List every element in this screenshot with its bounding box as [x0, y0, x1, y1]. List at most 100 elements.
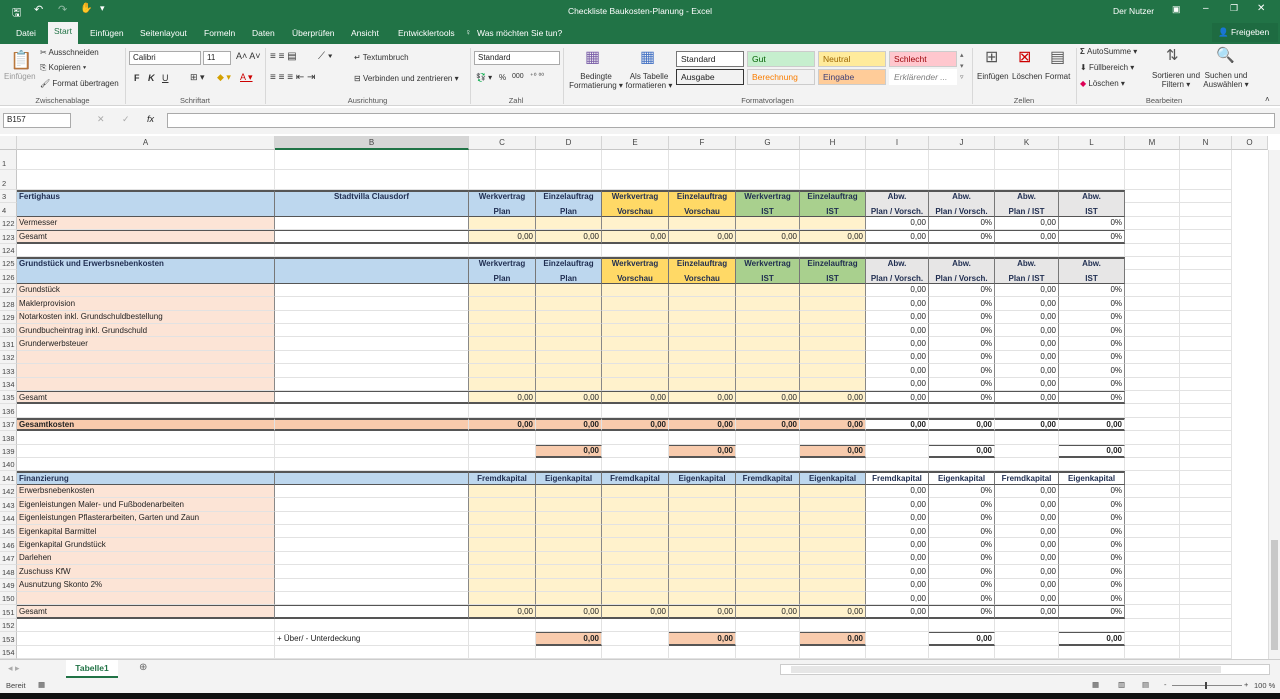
cell-c146[interactable] — [469, 538, 536, 552]
cell-j4[interactable]: Plan / Vorsch. — [929, 203, 995, 217]
cell-j140[interactable] — [929, 458, 995, 472]
cell-f131[interactable] — [669, 337, 736, 351]
underline-button[interactable]: U — [162, 73, 169, 83]
cell-i123[interactable]: 0,00 — [866, 230, 929, 244]
cell-h128[interactable] — [800, 297, 866, 311]
cell-f135[interactable]: 0,00 — [669, 391, 736, 405]
macro-record-icon[interactable]: ▦ — [38, 680, 46, 689]
cell-a148[interactable]: Zuschuss KfW — [17, 565, 275, 579]
cell-i144[interactable]: 0,00 — [866, 511, 929, 525]
cell-m139[interactable] — [1125, 444, 1180, 458]
cell-l130[interactable]: 0% — [1059, 324, 1125, 338]
row-header-126[interactable]: 126 — [0, 270, 17, 284]
cell-m122[interactable] — [1125, 216, 1180, 231]
row-header-137[interactable]: 137 — [0, 417, 17, 432]
currency-icon[interactable]: 💱 ▾ — [476, 73, 493, 82]
minimize-icon[interactable]: – — [1203, 3, 1209, 14]
cell-c127[interactable] — [469, 283, 536, 298]
cell-m149[interactable] — [1125, 578, 1180, 592]
cell-c142[interactable] — [469, 484, 536, 499]
scroll-tabs-icon[interactable]: ◂ ▸ — [8, 663, 20, 673]
cell-g128[interactable] — [736, 297, 800, 311]
insert-cells-button[interactable]: Einfügen — [977, 72, 1009, 81]
cell-m154[interactable] — [1125, 645, 1180, 659]
cell-n136[interactable] — [1180, 404, 1232, 418]
cell-j146[interactable]: 0% — [929, 538, 995, 552]
cell-j135[interactable]: 0% — [929, 391, 995, 405]
number-format-select[interactable]: Standard — [474, 51, 560, 65]
cell-g3[interactable]: Werkvertrag — [736, 190, 800, 204]
tab-start[interactable]: Start — [48, 22, 78, 44]
cell-d131[interactable] — [536, 337, 602, 351]
cell-d129[interactable] — [536, 310, 602, 324]
cell-a150[interactable] — [17, 592, 275, 606]
cell-l153[interactable]: 0,00 — [1059, 632, 1125, 646]
cell-k127[interactable]: 0,00 — [995, 283, 1059, 298]
cell-k148[interactable]: 0,00 — [995, 565, 1059, 579]
cell-l138[interactable] — [1059, 431, 1125, 445]
cell-d138[interactable] — [536, 431, 602, 445]
row-header-3[interactable]: 3 — [0, 190, 17, 204]
cell-e132[interactable] — [602, 350, 669, 365]
cell-m136[interactable] — [1125, 404, 1180, 418]
cell-f1[interactable] — [669, 150, 736, 170]
cell-i135[interactable]: 0,00 — [866, 391, 929, 405]
cell-m132[interactable] — [1125, 350, 1180, 365]
cell-a124[interactable] — [17, 243, 275, 257]
row-header-152[interactable]: 152 — [0, 618, 17, 633]
cell-e134[interactable] — [602, 377, 669, 391]
cell-i139[interactable] — [866, 444, 929, 458]
cell-i143[interactable]: 0,00 — [866, 498, 929, 512]
clear-button[interactable]: ◆ Löschen ▾ — [1080, 79, 1125, 88]
tab-datei[interactable]: Datei — [16, 28, 36, 38]
cell-l122[interactable]: 0% — [1059, 216, 1125, 231]
cell-f140[interactable] — [669, 458, 736, 472]
cell-k1[interactable] — [995, 150, 1059, 170]
cell-a133[interactable] — [17, 364, 275, 378]
cell-m133[interactable] — [1125, 364, 1180, 378]
cell-e3[interactable]: Werkvertrag — [602, 190, 669, 204]
cell-g141[interactable]: Fremdkapital — [736, 471, 800, 485]
cell-g144[interactable] — [736, 511, 800, 525]
cell-k124[interactable] — [995, 243, 1059, 257]
cell-g150[interactable] — [736, 592, 800, 606]
cell-d150[interactable] — [536, 592, 602, 606]
orientation-icon[interactable]: ⟋ ▾ — [318, 51, 333, 62]
cell-j124[interactable] — [929, 243, 995, 257]
cell-c149[interactable] — [469, 578, 536, 592]
cell-a142[interactable]: Erwerbsnebenkosten — [17, 484, 275, 499]
cell-l143[interactable]: 0% — [1059, 498, 1125, 512]
cell-a130[interactable]: Grundbucheintrag inkl. Grundschuld — [17, 324, 275, 338]
cell-i152[interactable] — [866, 618, 929, 633]
style-berechnung[interactable]: Berechnung — [747, 69, 815, 85]
style-erklaerender[interactable]: Erklärender ... — [889, 69, 957, 85]
cell-j125[interactable]: Abw. — [929, 257, 995, 271]
cell-g138[interactable] — [736, 431, 800, 445]
cell-a140[interactable] — [17, 458, 275, 472]
cell-n153[interactable] — [1180, 632, 1232, 646]
cell-l134[interactable]: 0% — [1059, 377, 1125, 391]
row-header-143[interactable]: 143 — [0, 498, 17, 512]
cell-k151[interactable]: 0,00 — [995, 605, 1059, 619]
row-header-151[interactable]: 151 — [0, 605, 17, 619]
cell-a131[interactable]: Grunderwerbsteuer — [17, 337, 275, 351]
cell-c129[interactable] — [469, 310, 536, 324]
cell-l152[interactable] — [1059, 618, 1125, 633]
cell-a144[interactable]: Eigenleistungen Pflasterarbeiten, Garten… — [17, 511, 275, 525]
cell-b135[interactable] — [275, 391, 469, 405]
zoom-out-icon[interactable]: - — [1164, 680, 1167, 689]
cell-a143[interactable]: Eigenleistungen Maler- und Fußbodenarbei… — [17, 498, 275, 512]
row-header-133[interactable]: 133 — [0, 364, 17, 378]
cell-m4[interactable] — [1125, 203, 1180, 217]
undo-icon[interactable]: ↶ — [34, 4, 44, 16]
cell-n4[interactable] — [1180, 203, 1232, 217]
cell-k126[interactable]: Plan / IST — [995, 270, 1059, 284]
cell-d154[interactable] — [536, 645, 602, 659]
cell-c124[interactable] — [469, 243, 536, 257]
cell-c139[interactable] — [469, 444, 536, 458]
cell-k144[interactable]: 0,00 — [995, 511, 1059, 525]
cell-b149[interactable] — [275, 578, 469, 592]
cell-f130[interactable] — [669, 324, 736, 338]
cell-k149[interactable]: 0,00 — [995, 578, 1059, 592]
cell-j130[interactable]: 0% — [929, 324, 995, 338]
